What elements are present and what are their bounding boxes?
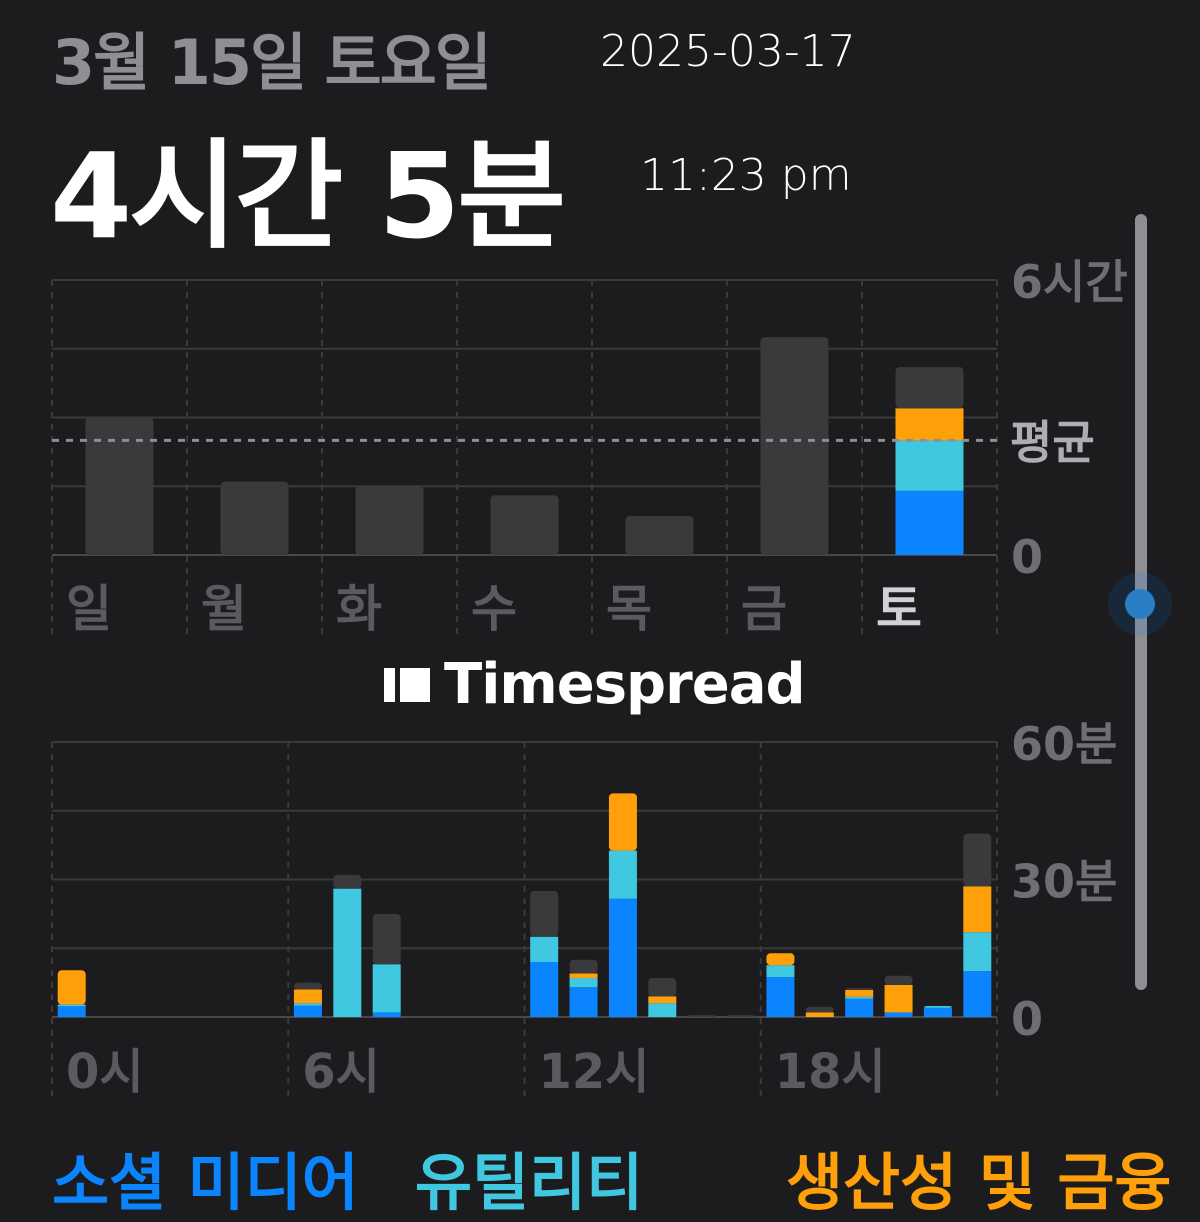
bar-segment-other [530,890,559,937]
overlay-date-stamp: 2025-03-17 [600,26,856,77]
bar-segment-productivity [845,989,874,997]
hour-label: 6시 [302,1044,380,1100]
bar-segment-other [355,486,424,555]
bar-segment-utility [333,888,362,1017]
average-label: 평균 [1010,415,1095,469]
bar-segment-other [895,367,964,409]
bar-segment-utility [923,1006,952,1008]
bar-segment-other [220,481,289,555]
bar-segment-social [569,987,598,1017]
bar-segment-social [895,490,964,555]
bar-segment-social [923,1007,952,1017]
bar-segment-productivity [293,989,322,1004]
bar-segment-social [884,1012,913,1017]
bar-segment-utility [766,965,795,978]
bar-segment-other [490,495,559,555]
bar-segment-productivity [805,1012,834,1017]
day-label-4: 목 [606,580,652,638]
bar-segment-utility [569,978,598,988]
legend-social: 소셜 미디어 [52,1132,359,1222]
day-label-3: 수 [471,580,517,638]
legend-label: 소셜 미디어 [52,1146,359,1219]
day-label-1: 월 [201,580,247,638]
legend-label: 유틸리티 [415,1146,644,1219]
hour-label: 12시 [539,1044,650,1100]
day-label-6: 토 [876,580,922,638]
y-tick-label: 60분 [1011,717,1117,771]
bar-segment-other [625,516,694,555]
bar-segment-social [293,1005,322,1017]
bar-segment-productivity [766,953,795,966]
bar-segment-social [963,971,992,1017]
bar-segment-other [845,988,874,990]
day-label-2: 화 [336,580,382,638]
bar-segment-other [569,959,598,974]
day-label-5: 금 [741,580,787,638]
day-label-0: 일 [66,580,112,638]
bar-segment-utility [963,932,992,972]
bar-segment-other [372,913,401,965]
bar-segment-social [57,1005,86,1017]
bar-segment-productivity [884,984,913,1013]
watermark: Timespread [384,652,806,717]
bar-segment-utility [293,1003,322,1006]
bar-segment-utility [372,964,401,1013]
bar-segment-other [727,1015,756,1017]
bar-segment-utility [530,936,559,962]
bar-segment-other [805,1006,834,1013]
hour-label: 18시 [775,1044,886,1100]
bar-segment-utility [648,1003,677,1017]
date-heading: 3월 15일 토요일 [52,26,492,99]
overlay-time-stamp: 11:23 pm [640,150,852,201]
bar-segment-productivity [569,973,598,979]
bar-segment-other [333,874,362,889]
legend-label: 생산성 및 금융 [786,1146,1172,1219]
y-tick-label: 6시간 [1011,255,1128,309]
bar-segment-utility [845,996,874,999]
y-tick-label: 30분 [1011,855,1117,909]
bar-segment-social [372,1012,401,1017]
bar-segment-other [687,1015,716,1017]
bar-segment-other [85,417,154,555]
bar-segment-utility [608,850,637,899]
bar-segment-other [963,833,992,887]
bar-segment-productivity [57,970,86,1005]
hour-label: 0시 [66,1044,144,1100]
bar-segment-productivity [648,996,677,1004]
bar-segment-social [608,898,637,1017]
bar-segment-productivity [895,408,964,441]
bar-segment-utility [895,440,964,491]
bar-segment-other [884,975,913,985]
scroll-handle[interactable] [1108,572,1172,636]
watermark-text: Timespread [444,652,806,717]
bar-segment-other [648,978,677,997]
timespread-logo-icon [384,667,430,702]
bar-segment-social [766,977,795,1017]
bar-segment-utility [57,1004,86,1007]
bar-segment-social [845,998,874,1017]
y-tick-label: 0 [1011,530,1043,584]
bar-segment-social [530,962,559,1017]
y-tick-label: 0 [1011,992,1043,1046]
bar-segment-other [293,982,322,990]
legend-utility: 유틸리티 [415,1132,643,1222]
legend-productivity: 생산성 및 금융 [786,1132,1171,1222]
bar-segment-other [760,337,829,555]
total-screen-time: 4시간 5분 [50,127,566,265]
bar-segment-productivity [963,886,992,933]
bar-segment-productivity [608,793,637,851]
